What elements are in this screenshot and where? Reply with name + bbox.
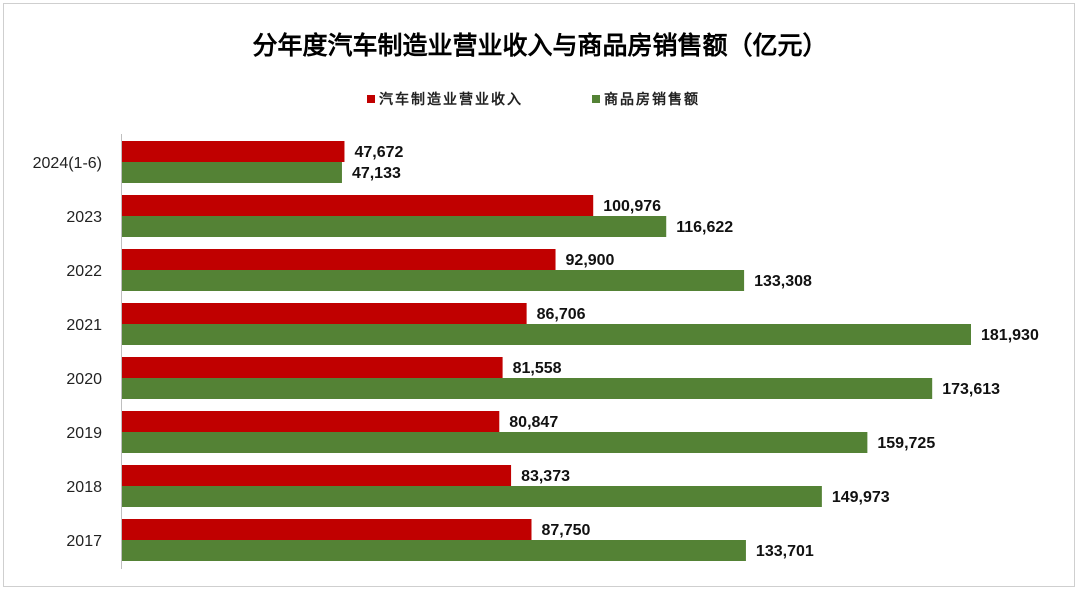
data-label-house-sales: 47,133 xyxy=(352,165,401,182)
data-label-car-revenue: 47,672 xyxy=(354,144,403,161)
data-label-house-sales: 133,701 xyxy=(756,543,814,560)
data-label-car-revenue: 87,750 xyxy=(541,522,590,539)
data-label-house-sales: 116,622 xyxy=(676,219,733,236)
category-label: 2021 xyxy=(66,317,102,334)
data-label-car-revenue: 86,706 xyxy=(537,306,586,323)
bar-house-sales xyxy=(122,216,667,237)
bars-group xyxy=(122,141,971,561)
legend: 汽车制造业营业收入 商品房销售额 xyxy=(367,91,700,108)
bar-car-revenue xyxy=(122,465,512,486)
category-label: 2018 xyxy=(66,479,102,496)
bar-house-sales xyxy=(122,378,933,399)
category-label: 2024(1-6) xyxy=(33,155,102,172)
bar-house-sales xyxy=(122,486,822,507)
chart-frame: 分年度汽车制造业营业收入与商品房销售额（亿元） 汽车制造业营业收入 商品房销售额… xyxy=(3,3,1075,587)
data-label-house-sales: 133,308 xyxy=(754,273,812,290)
bar-house-sales xyxy=(122,432,868,453)
value-labels: 47,672 47,133 100,976 116,622 92,900 133,308 8… xyxy=(352,144,1039,560)
bar-car-revenue xyxy=(122,141,345,162)
chart-title: 分年度汽车制造业营业收入与商品房销售额（亿元） xyxy=(252,31,827,60)
bar-car-revenue xyxy=(122,357,503,378)
data-label-car-revenue: 80,847 xyxy=(509,414,558,431)
bar-car-revenue xyxy=(122,303,527,324)
category-label: 2019 xyxy=(66,425,102,442)
category-label: 2017 xyxy=(66,533,102,550)
data-label-house-sales: 173,613 xyxy=(942,381,1000,398)
category-label: 2022 xyxy=(66,263,102,280)
data-label-house-sales: 181,930 xyxy=(981,327,1039,344)
bar-house-sales xyxy=(122,162,342,183)
bar-house-sales xyxy=(122,540,746,561)
bar-chart: 分年度汽车制造业营业收入与商品房销售额（亿元） 汽车制造业营业收入 商品房销售额… xyxy=(33,31,1039,569)
bar-car-revenue xyxy=(122,411,500,432)
category-labels: 2024(1-6) 2023 2022 2021 2020 2019 2018 2017 xyxy=(33,155,102,550)
bar-house-sales xyxy=(122,270,745,291)
data-label-car-revenue: 83,373 xyxy=(521,468,570,485)
bar-car-revenue xyxy=(122,249,556,270)
data-label-car-revenue: 92,900 xyxy=(566,252,615,269)
category-label: 2020 xyxy=(66,371,102,388)
data-label-car-revenue: 81,558 xyxy=(513,360,562,377)
category-label: 2023 xyxy=(66,209,102,226)
bar-car-revenue xyxy=(122,519,532,540)
data-label-house-sales: 159,725 xyxy=(877,435,935,452)
data-label-car-revenue: 100,976 xyxy=(603,198,661,215)
legend-label-house-sales: 商品房销售额 xyxy=(604,91,700,108)
bar-house-sales xyxy=(122,324,971,345)
legend-swatch-car-revenue xyxy=(367,95,375,103)
bar-car-revenue xyxy=(122,195,594,216)
data-label-house-sales: 149,973 xyxy=(832,489,890,506)
legend-label-car-revenue: 汽车制造业营业收入 xyxy=(379,91,523,108)
legend-swatch-house-sales xyxy=(592,95,600,103)
